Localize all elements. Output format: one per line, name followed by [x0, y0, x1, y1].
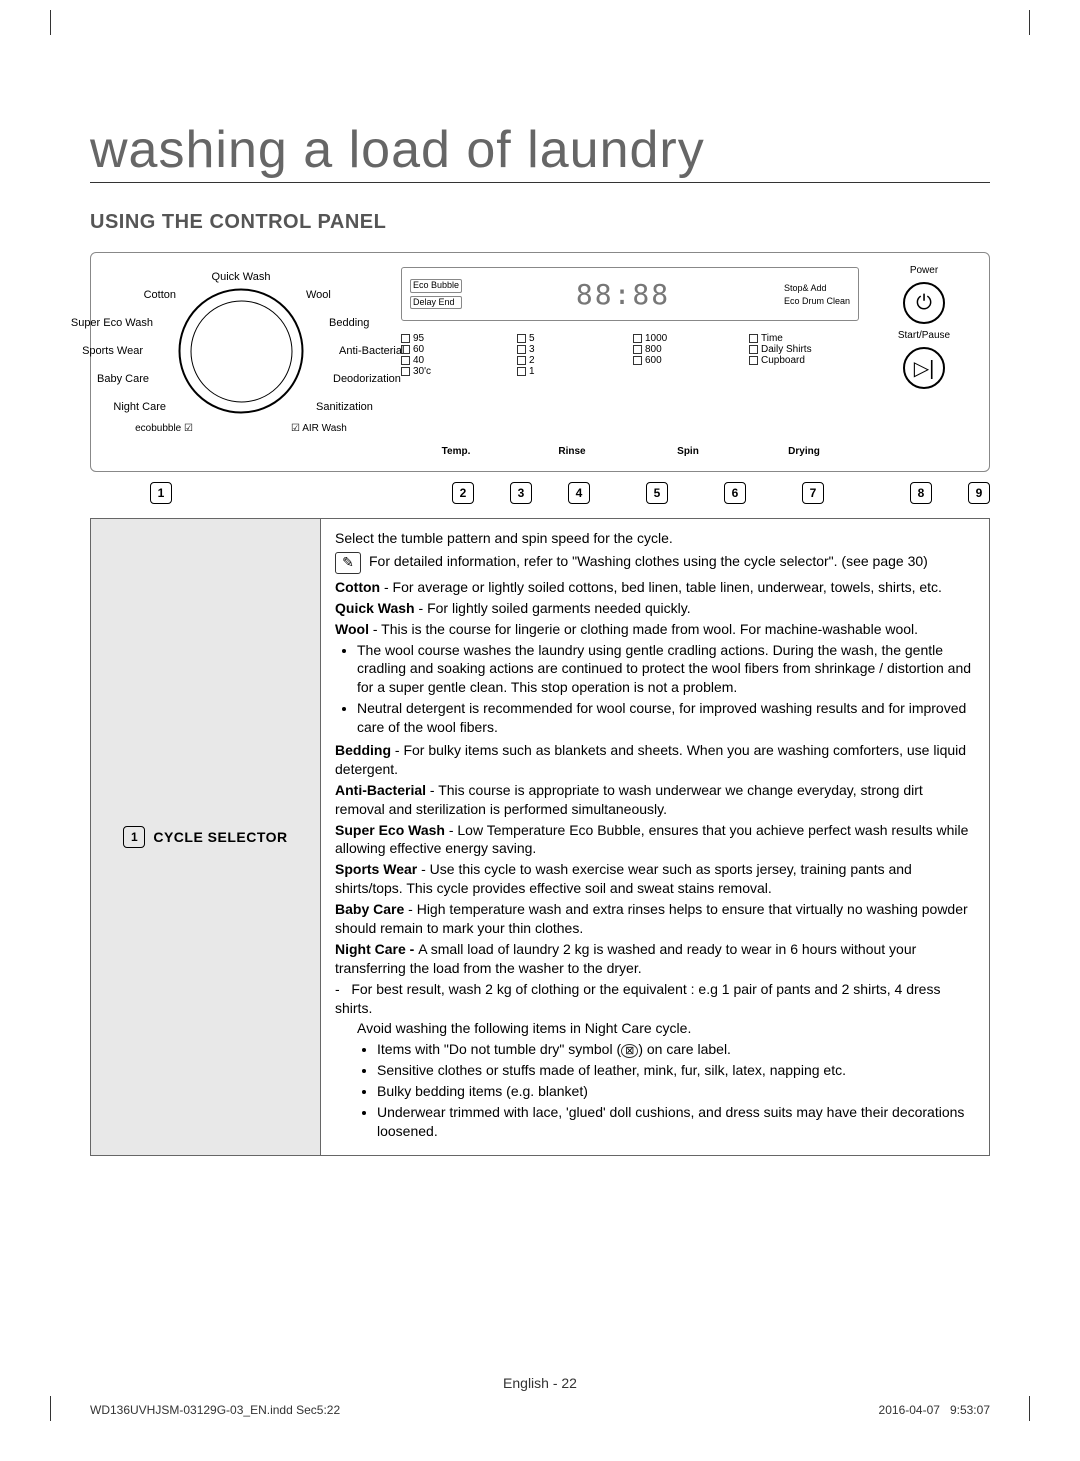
lcd-eco-badge: Eco Bubble — [410, 279, 462, 293]
description-body: Select the tumble pattern and spin speed… — [321, 519, 989, 1155]
dial-label: Sports Wear — [82, 345, 143, 357]
dial-label: ☑ AIR Wash — [291, 423, 347, 434]
callout-numbers: 1 2 3 4 5 6 7 8 9 — [90, 482, 990, 504]
rinse-column: 5 3 2 1 Rinse — [517, 333, 627, 457]
dial-label: Wool — [306, 289, 331, 301]
start-label: Start/Pause — [898, 330, 950, 341]
description-table: 1 CYCLE SELECTOR Select the tumble patte… — [90, 518, 990, 1156]
start-pause-button-icon: ▷| — [903, 347, 945, 389]
page-footer: English - 22 — [503, 1375, 577, 1391]
temp-column: 95 60 40 30'c Temp. — [401, 333, 511, 457]
lcd-digits: 88:88 — [470, 278, 776, 311]
spin-column: 1000 800 600 Spin — [633, 333, 743, 457]
lcd-delay-badge: Delay End — [410, 296, 462, 310]
dial-label: Quick Wash — [212, 271, 271, 283]
dial-label: ecobubble ☑ — [135, 423, 193, 434]
cycle-dial-icon — [179, 289, 304, 414]
print-footer: WD136UVHJSM-03129G-03_EN.indd Sec5:22 20… — [90, 1403, 990, 1417]
power-button-icon: ⏻ — [903, 282, 945, 324]
section-heading: USING THE CONTROL PANEL — [90, 211, 990, 234]
dial-label: Cotton — [144, 289, 176, 301]
control-panel-diagram: Quick Wash Cotton Super Eco Wash Sports … — [90, 252, 990, 472]
no-tumble-dry-icon: ⊠ — [621, 1044, 638, 1058]
lcd-stop-label: Stop& Add — [784, 283, 850, 293]
lcd-drum-label: Eco Drum Clean — [784, 296, 850, 306]
dial-label: Night Care — [113, 401, 166, 413]
lcd-display: Eco Bubble Delay End 88:88 Stop& Add Eco… — [401, 267, 859, 321]
dial-label: Super Eco Wash — [71, 317, 153, 329]
dial-label: Sanitization — [316, 401, 373, 413]
page-title: washing a load of laundry — [90, 120, 990, 183]
dial-label: Bedding — [329, 317, 369, 329]
dial-label: Baby Care — [97, 373, 149, 385]
drying-column: Time Daily Shirts Cupboard Drying — [749, 333, 859, 457]
note-icon: ✎ — [335, 552, 361, 574]
power-label: Power — [910, 265, 938, 276]
row-number: 1 — [123, 826, 145, 848]
row-label: CYCLE SELECTOR — [153, 829, 287, 845]
